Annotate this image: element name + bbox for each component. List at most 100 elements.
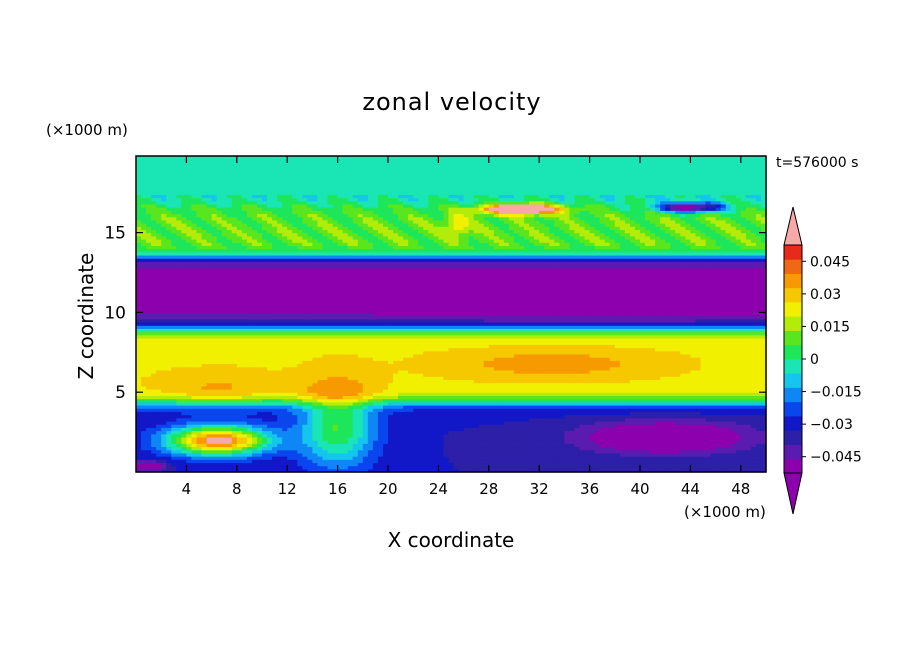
field-cell (226, 440, 233, 444)
field-cell (382, 452, 389, 457)
field-cell (594, 436, 601, 441)
field-cell (453, 452, 460, 457)
field-cell (337, 411, 344, 416)
field-cell (569, 424, 576, 428)
field-cell (519, 408, 525, 412)
field-cell (503, 440, 510, 444)
field-cell (549, 392, 555, 396)
field-cell (403, 424, 409, 428)
field-cell (231, 430, 238, 435)
field-cell (609, 427, 616, 432)
field-cell (498, 414, 505, 419)
field-cell (171, 436, 177, 441)
field-cell (750, 404, 757, 409)
field-cell (403, 392, 409, 396)
field-cell (443, 433, 450, 438)
field-cell (448, 417, 455, 422)
field-cell (272, 459, 278, 464)
field-cell (574, 430, 581, 435)
field-cell (609, 433, 616, 438)
field-cell (559, 424, 565, 428)
field-cell (675, 452, 681, 457)
field-cell (675, 411, 681, 416)
field-cell (589, 414, 596, 419)
field-cell (695, 459, 702, 464)
field-cell (589, 420, 596, 425)
field-cell (393, 398, 399, 403)
field-cell (136, 452, 142, 457)
field-cell (322, 417, 329, 422)
field-cell (352, 401, 359, 406)
field-cell (171, 449, 177, 454)
field-cell (579, 392, 586, 396)
field-cell (705, 462, 712, 467)
field-cell (468, 404, 475, 409)
field-cell (508, 459, 515, 464)
field-cell (211, 456, 218, 460)
field-cell (438, 411, 445, 416)
field-cell (272, 414, 278, 419)
field-cell (347, 433, 354, 438)
field-cell (614, 465, 621, 470)
field-cell (463, 401, 470, 406)
field-cell (181, 427, 187, 432)
field-cell (382, 411, 389, 416)
field-cell (241, 459, 248, 464)
field-cell (503, 436, 510, 441)
field-cell (277, 392, 283, 396)
field-cell (448, 443, 455, 448)
field-cell (327, 459, 334, 464)
field-cell (760, 395, 767, 400)
field-cell (146, 468, 152, 473)
field-cell (453, 395, 460, 400)
field-cell (433, 392, 439, 396)
field-cell (730, 427, 737, 432)
field-cell (191, 398, 198, 403)
field-cell (690, 459, 697, 464)
field-cell (146, 392, 152, 396)
field-cell (262, 446, 268, 451)
field-cell (640, 411, 646, 416)
field-cell (614, 427, 621, 432)
field-cell (151, 462, 157, 467)
field-cell (357, 465, 364, 470)
field-cell (388, 430, 394, 435)
field-cell (705, 465, 712, 470)
field-cell (534, 449, 540, 454)
field-cell (508, 417, 515, 422)
field-cell (715, 411, 722, 416)
field-cell (166, 440, 172, 444)
field-cell (740, 449, 747, 454)
field-cell (705, 452, 712, 457)
field-cell (604, 398, 611, 403)
field-cell (619, 424, 626, 428)
field-cell (760, 436, 767, 441)
field-cell (307, 408, 313, 412)
field-cell (413, 440, 419, 444)
field-cell (272, 443, 278, 448)
field-cell (357, 411, 364, 416)
field-cell (559, 449, 565, 454)
field-cell (141, 424, 147, 428)
field-cell (418, 465, 424, 470)
field-cell (141, 430, 147, 435)
field-cell (377, 408, 384, 412)
field-cell (362, 427, 369, 432)
field-cell (488, 440, 495, 444)
field-cell (282, 433, 288, 438)
field-cell (574, 427, 581, 432)
field-cell (201, 436, 208, 441)
field-cell (760, 401, 767, 406)
field-cell (201, 401, 208, 406)
field-cell (413, 392, 419, 396)
field-cell (186, 462, 193, 467)
field-cell (272, 408, 278, 412)
field-cell (614, 414, 621, 419)
field-cell (624, 392, 631, 396)
field-cell (720, 395, 727, 400)
field-cell (362, 456, 369, 460)
field-cell (569, 420, 576, 425)
field-cell (413, 465, 419, 470)
field-cell (534, 404, 540, 409)
field-cell (700, 430, 707, 435)
